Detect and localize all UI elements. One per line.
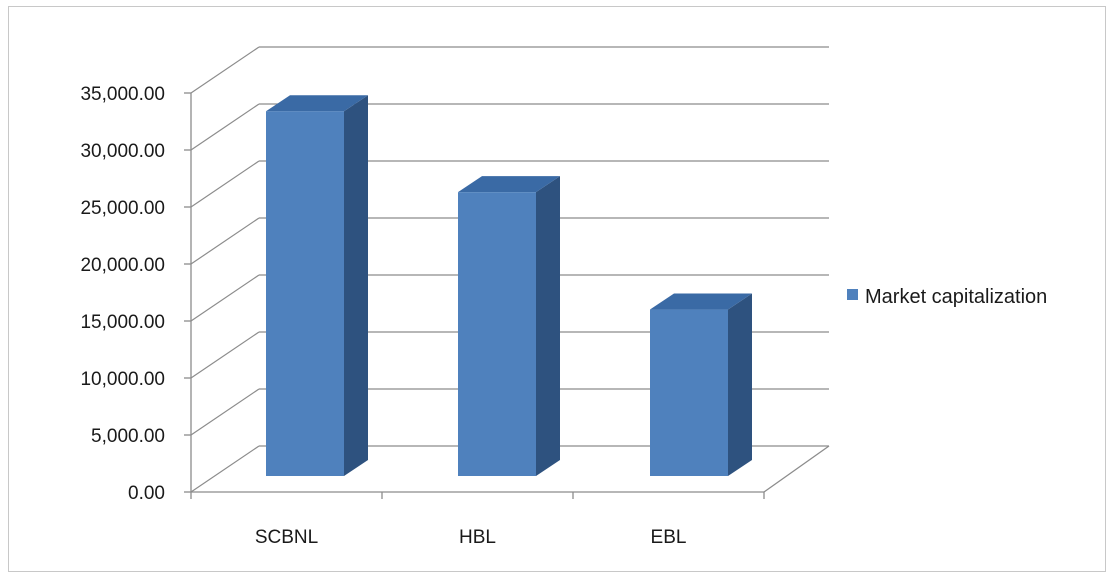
bar-ebl bbox=[650, 293, 752, 476]
bar-side bbox=[344, 95, 368, 476]
gridline-side bbox=[190, 388, 260, 436]
gridline-side bbox=[190, 46, 260, 94]
x-category-label: EBL bbox=[651, 527, 687, 548]
bar-front bbox=[458, 192, 536, 476]
bar-side bbox=[536, 176, 560, 476]
legend-label: Market capitalization bbox=[865, 286, 1047, 308]
x-category-labels: SCBNL HBL EBL bbox=[255, 527, 687, 548]
gridline-side bbox=[190, 331, 260, 379]
bar-front bbox=[266, 111, 344, 476]
market-cap-chart: 0.00 5,000.00 10,000.00 15,000.00 20,000.00 2… bbox=[80, 46, 1047, 548]
y-tick-label: 15,000.00 bbox=[80, 312, 165, 333]
y-tick-label: 10,000.00 bbox=[80, 369, 165, 390]
gridline-side bbox=[190, 445, 260, 493]
x-category-label: SCBNL bbox=[255, 527, 318, 548]
x-category-label: HBL bbox=[459, 527, 496, 548]
y-tick-label: 5,000.00 bbox=[91, 426, 165, 447]
chart-frame: 0.00 5,000.00 10,000.00 15,000.00 20,000.00 2… bbox=[8, 6, 1106, 572]
gridline-side bbox=[190, 274, 260, 322]
bars bbox=[266, 95, 752, 476]
axes bbox=[184, 92, 830, 499]
legend: Market capitalization bbox=[847, 286, 1047, 308]
y-tick-label: 30,000.00 bbox=[80, 141, 165, 162]
legend-swatch bbox=[847, 289, 858, 300]
y-tick-label: 25,000.00 bbox=[80, 198, 165, 219]
y-tick-label: 35,000.00 bbox=[80, 84, 165, 105]
y-tick-labels: 0.00 5,000.00 10,000.00 15,000.00 20,000.00 2… bbox=[80, 84, 165, 504]
bar-hbl bbox=[458, 176, 560, 476]
bar-side bbox=[728, 293, 752, 476]
bar-front bbox=[650, 309, 728, 476]
gridline-side bbox=[190, 103, 260, 151]
y-tick-label: 0.00 bbox=[128, 483, 165, 504]
gridline-side bbox=[190, 160, 260, 208]
y-tick-label: 20,000.00 bbox=[80, 255, 165, 276]
floor-edge bbox=[763, 445, 830, 493]
bar-top bbox=[458, 176, 560, 193]
bar-top bbox=[266, 95, 368, 112]
bar-scbnl bbox=[266, 95, 368, 476]
bar-top bbox=[650, 293, 752, 310]
gridline-side bbox=[190, 217, 260, 265]
